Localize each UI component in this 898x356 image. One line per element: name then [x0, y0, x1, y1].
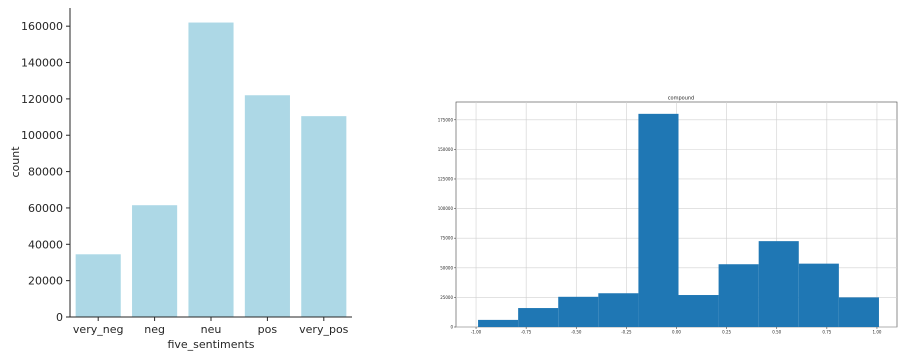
bar-very_pos — [301, 116, 347, 318]
histogram-bin-7 — [758, 241, 799, 327]
y-tick-label: 120000 — [21, 93, 63, 106]
histogram-bin-3 — [598, 293, 639, 327]
y-tick-label: 20000 — [28, 275, 63, 288]
x-tick-label: 0.00 — [672, 330, 681, 335]
x-tick-label: 0.25 — [722, 330, 731, 335]
histogram-bin-2 — [558, 296, 599, 327]
compound-histogram: 0 25000 50000 75000 100000 125000 150000 175000… — [438, 96, 898, 335]
bar-neu — [188, 22, 234, 318]
x-axis-ticks: very_neg neg neu pos very_pos — [73, 317, 349, 336]
y-tick-label: 0 — [56, 311, 63, 324]
chart-title: compound — [668, 96, 694, 102]
y-tick-label: 160000 — [21, 20, 63, 33]
x-axis-title: five_sentiments — [167, 338, 254, 351]
histogram-bin-9 — [838, 297, 879, 327]
x-tick-label: very_pos — [299, 323, 349, 336]
histogram-bin-5 — [678, 295, 719, 327]
bar-pos — [244, 95, 290, 317]
y-tick-label: 140000 — [21, 57, 63, 70]
x-tick-label: very_neg — [73, 323, 124, 336]
y-tick-label: 100000 — [438, 206, 454, 211]
y-tick-label: 125000 — [438, 176, 454, 181]
x-axis-ticks: -1.00 -0.75 -0.50 -0.25 0.00 0.25 0.50 0.75 1.00 — [471, 327, 882, 335]
y-tick-label: 50000 — [440, 265, 453, 270]
y-axis-ticks: 0 20000 40000 60000 80000 100000 120000 140000 1… — [21, 20, 70, 324]
x-tick-label: 0.75 — [822, 330, 831, 335]
histogram-bin-1 — [518, 308, 559, 327]
y-axis-title: count — [9, 146, 22, 178]
bar-series — [75, 22, 347, 318]
y-tick-label: 150000 — [438, 147, 454, 152]
x-tick-label: neg — [144, 323, 165, 336]
y-tick-label: 100000 — [21, 129, 63, 142]
sentiment-count-bar-chart: 0 20000 40000 60000 80000 100000 120000 140000 1… — [9, 8, 352, 351]
histogram-bin-6 — [718, 264, 759, 327]
x-tick-label: 1.00 — [873, 330, 882, 335]
x-tick-label: -0.75 — [521, 330, 532, 335]
x-tick-label: neu — [201, 323, 222, 336]
y-tick-label: 75000 — [440, 236, 453, 241]
histogram-bin-0 — [478, 319, 519, 327]
x-tick-label: 0.50 — [772, 330, 781, 335]
y-tick-label: 0 — [450, 325, 453, 330]
y-tick-label: 25000 — [440, 295, 453, 300]
y-tick-label: 175000 — [438, 117, 454, 122]
histogram-bin-4 — [638, 113, 679, 327]
y-tick-label: 80000 — [28, 166, 63, 179]
y-tick-label: 40000 — [28, 238, 63, 251]
y-axis-ticks: 0 25000 50000 75000 100000 125000 150000 175000 — [438, 117, 456, 330]
bar-very_neg — [75, 254, 121, 317]
bar-neg — [132, 205, 178, 317]
x-tick-label: -1.00 — [471, 330, 482, 335]
x-tick-label: -0.50 — [571, 330, 582, 335]
x-tick-label: pos — [258, 323, 278, 336]
x-tick-label: -0.25 — [621, 330, 632, 335]
histogram-bins — [478, 113, 879, 327]
y-tick-label: 60000 — [28, 202, 63, 215]
histogram-bin-8 — [798, 263, 839, 327]
